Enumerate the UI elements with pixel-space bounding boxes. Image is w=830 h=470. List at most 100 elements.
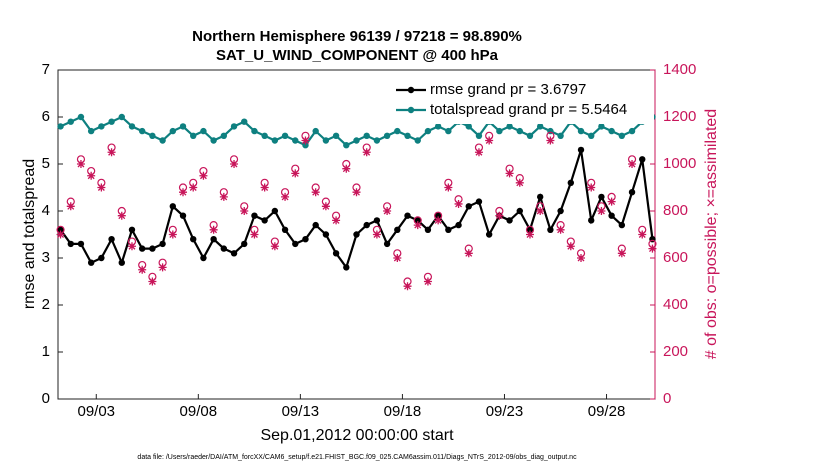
- assimilated-marker: [413, 221, 422, 230]
- assimilated-marker: [97, 183, 106, 192]
- assimilated-marker: [485, 136, 494, 145]
- assimilated-marker: [423, 277, 432, 286]
- point: [577, 127, 585, 135]
- point: [608, 212, 615, 219]
- point: [138, 245, 146, 252]
- legend-label: rmse grand pr = 3.6797: [430, 81, 586, 98]
- point: [67, 118, 74, 125]
- point: [230, 123, 238, 130]
- assimilated-marker: [321, 202, 330, 211]
- point: [526, 226, 534, 233]
- point: [353, 137, 360, 144]
- point: [169, 203, 177, 210]
- x-axis-label: Sep.01,2012 00:00:00 start: [260, 427, 454, 444]
- assimilated-marker: [536, 207, 545, 215]
- point: [251, 212, 258, 219]
- point: [149, 132, 156, 139]
- assimilated-marker: [332, 216, 341, 225]
- point: [261, 217, 268, 224]
- footnote: data file: /Users/raeder/DAI/ATM_forcXX/…: [137, 454, 577, 461]
- point: [220, 132, 228, 139]
- assimilated-marker: [56, 230, 65, 239]
- point: [159, 240, 166, 248]
- assimilated-marker: [107, 148, 116, 157]
- point: [383, 132, 391, 139]
- point: [251, 127, 258, 135]
- point: [312, 127, 319, 135]
- assimilated-marker: [240, 207, 249, 215]
- assimilated-marker: [505, 169, 514, 178]
- point: [608, 127, 615, 135]
- point: [628, 127, 636, 135]
- point: [200, 127, 207, 135]
- assimilated-marker: [474, 148, 483, 157]
- y-tick-label: 0: [42, 390, 50, 407]
- point: [343, 264, 350, 271]
- point: [639, 156, 646, 163]
- assimilated-marker: [189, 183, 198, 192]
- point: [281, 226, 289, 233]
- assimilated-marker: [117, 211, 126, 220]
- point: [138, 127, 146, 135]
- y-tick-label: 3: [42, 249, 50, 266]
- assimilated-marker: [464, 249, 473, 258]
- point: [557, 207, 564, 215]
- point: [394, 127, 401, 135]
- assimilated-marker: [127, 242, 136, 251]
- point: [261, 132, 268, 139]
- point: [67, 240, 74, 248]
- point: [322, 231, 330, 238]
- point: [343, 142, 350, 149]
- point: [445, 226, 452, 233]
- point: [302, 236, 309, 243]
- assimilated-marker: [301, 136, 310, 145]
- point: [506, 123, 513, 130]
- point: [598, 193, 605, 201]
- point: [383, 240, 391, 248]
- assimilated-marker: [587, 183, 596, 192]
- point: [149, 245, 156, 252]
- point: [179, 212, 187, 219]
- point: [128, 123, 136, 130]
- point: [98, 123, 105, 130]
- x-tick-label: 09/18: [384, 403, 422, 420]
- x-tick-label: 09/03: [77, 403, 115, 420]
- assimilated-marker: [638, 230, 647, 239]
- point: [363, 132, 370, 139]
- assimilated-marker: [617, 249, 626, 258]
- point: [588, 217, 595, 224]
- point: [434, 123, 442, 130]
- assimilated-marker: [352, 188, 361, 197]
- point: [108, 236, 115, 243]
- point: [628, 189, 636, 196]
- x-tick-label: 09/28: [588, 403, 626, 420]
- point: [475, 198, 483, 205]
- assimilated-marker: [342, 164, 351, 173]
- assimilated-marker: [76, 160, 85, 168]
- point: [87, 259, 95, 266]
- y2-tick-label: 400: [663, 296, 688, 313]
- x-tick-label: 09/23: [486, 403, 524, 420]
- assimilated-marker: [138, 265, 147, 274]
- assimilated-marker: [168, 230, 177, 239]
- point: [506, 217, 513, 224]
- point: [241, 240, 248, 248]
- legend-box: [392, 78, 654, 124]
- point: [210, 137, 217, 144]
- y2-tick-label: 0: [663, 390, 671, 407]
- y-axis-label: rmse and totalspread: [21, 159, 38, 309]
- chart-title: Northern Hemisphere 96139 / 97218 = 98.8…: [192, 28, 522, 45]
- assimilated-marker: [372, 230, 381, 239]
- point: [332, 250, 340, 257]
- assimilated-marker: [515, 178, 524, 187]
- point: [414, 217, 421, 224]
- point: [394, 226, 401, 233]
- point: [404, 212, 411, 219]
- assimilated-marker: [403, 282, 412, 291]
- y2-tick-label: 1200: [663, 108, 696, 125]
- assimilated-marker: [260, 183, 269, 192]
- assimilated-marker: [270, 242, 279, 251]
- point: [77, 240, 85, 248]
- point: [332, 132, 340, 139]
